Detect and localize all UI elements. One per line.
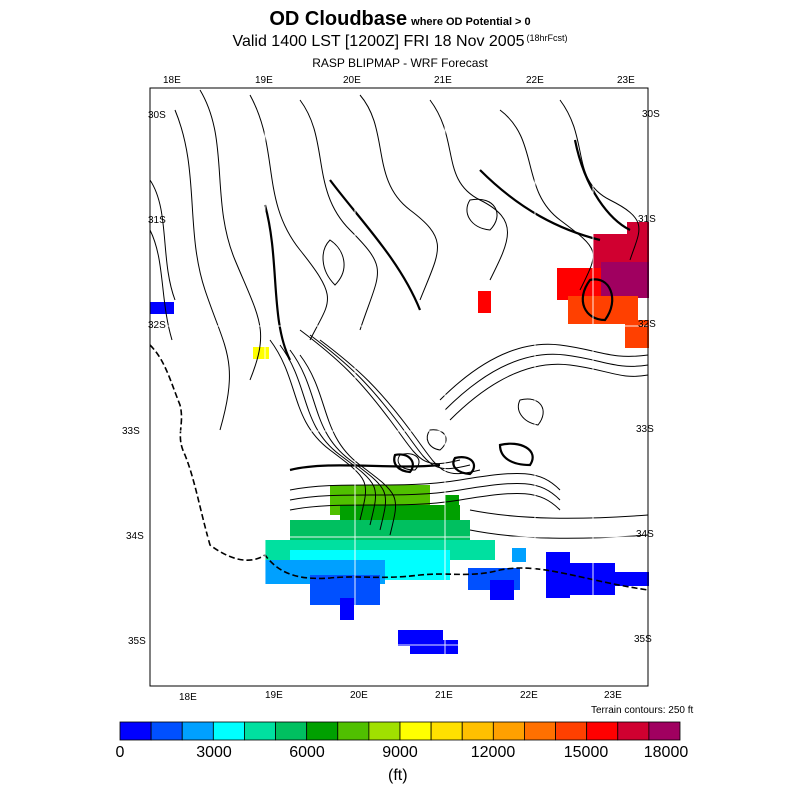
colorbar-tick-label: 12000 bbox=[470, 744, 516, 761]
cloudbase-cell bbox=[490, 580, 514, 600]
valid-time-text: Valid 1400 LST [1200Z] FRI 18 Nov 2005 bbox=[232, 33, 525, 50]
cloudbase-cell bbox=[546, 552, 570, 598]
colorbar-swatch bbox=[617, 721, 650, 741]
lon-top-label: 20E bbox=[343, 75, 361, 86]
cloudbase-cell bbox=[445, 495, 459, 515]
lon-top-label: 23E bbox=[617, 75, 635, 86]
graticule bbox=[150, 88, 648, 686]
map-frame bbox=[149, 87, 649, 687]
cloudbase-cell bbox=[627, 222, 649, 242]
colorbar-tick-label: 18000 bbox=[643, 744, 689, 761]
colorbar-tick-label: 15000 bbox=[563, 744, 609, 761]
colorbar-swatch bbox=[337, 721, 370, 741]
lon-bottom-label: 21E bbox=[435, 690, 453, 701]
colorbar-swatch bbox=[555, 721, 588, 741]
colorbar-swatch bbox=[306, 721, 339, 741]
colorbar-swatch bbox=[181, 721, 214, 741]
lat-left-label: 33S bbox=[122, 426, 140, 437]
lat-left-label: 34S bbox=[126, 531, 144, 542]
lat-right-label: 35S bbox=[634, 634, 652, 645]
lat-left-label: 35S bbox=[128, 636, 146, 647]
colorbar-tick-label: 0 bbox=[115, 744, 125, 761]
lat-left-label: 32S bbox=[148, 320, 166, 331]
colorbar-swatch bbox=[368, 721, 401, 741]
lat-right-label: 34S bbox=[636, 529, 654, 540]
title-qualifier: where OD Potential > 0 bbox=[411, 16, 531, 28]
cloudbase-cell bbox=[410, 640, 458, 654]
colorbar-swatch bbox=[244, 721, 276, 741]
cloudbase-cell bbox=[478, 291, 491, 313]
colorbar-unit: (ft) bbox=[388, 767, 408, 784]
colorbar-swatch bbox=[461, 721, 494, 741]
colorbar-tick-label: 9000 bbox=[382, 744, 418, 761]
map-title: OD Cloudbase where OD Potential > 0 bbox=[0, 8, 800, 31]
lat-left-label: 30S bbox=[148, 110, 166, 121]
lat-left-label: 31S bbox=[148, 215, 166, 226]
cloudbase-cell bbox=[625, 320, 649, 348]
colorbar-tick-label: 6000 bbox=[289, 744, 325, 761]
cloudbase-cell bbox=[601, 262, 649, 298]
lon-bottom-label: 20E bbox=[350, 690, 368, 701]
lat-right-label: 30S bbox=[642, 109, 660, 120]
colorbar-swatch bbox=[492, 721, 525, 741]
cloudbase-cells bbox=[150, 222, 649, 654]
colorbar bbox=[119, 721, 681, 741]
colorbar-swatch bbox=[119, 721, 152, 741]
colorbar-tick-label: 3000 bbox=[196, 744, 232, 761]
colorbar-swatch bbox=[648, 721, 681, 741]
forecast-tag: (18hrFcst) bbox=[526, 33, 568, 43]
lon-top-label: 21E bbox=[434, 75, 452, 86]
cloudbase-cell bbox=[253, 347, 269, 359]
lon-bottom-label: 18E bbox=[179, 692, 197, 703]
lon-top-label: 18E bbox=[163, 75, 181, 86]
lat-right-label: 32S bbox=[638, 319, 656, 330]
cloudbase-cell bbox=[512, 548, 526, 562]
colorbar-swatch bbox=[430, 721, 463, 741]
lon-bottom-label: 23E bbox=[604, 690, 622, 701]
colorbar-swatch bbox=[150, 721, 183, 741]
lat-right-label: 33S bbox=[636, 424, 654, 435]
cloudbase-cell bbox=[615, 572, 649, 586]
colorbar-swatch bbox=[275, 721, 308, 741]
lon-top-label: 19E bbox=[255, 75, 273, 86]
colorbar-swatch bbox=[586, 721, 619, 741]
cloudbase-cell bbox=[150, 302, 174, 314]
terrain-contours-bold bbox=[263, 139, 631, 476]
cloudbase-cell bbox=[557, 268, 601, 300]
title-main-text: OD Cloudbase bbox=[269, 8, 408, 30]
lon-bottom-label: 19E bbox=[265, 690, 283, 701]
terrain-contour-note: Terrain contours: 250 ft bbox=[591, 705, 694, 716]
colorbar-swatch bbox=[524, 721, 556, 741]
lon-top-label: 22E bbox=[526, 75, 544, 86]
colorbar-swatch bbox=[212, 721, 245, 741]
lat-right-label: 31S bbox=[638, 214, 656, 225]
coastline bbox=[149, 344, 649, 591]
valid-time: Valid 1400 LST [1200Z] FRI 18 Nov 2005 (1… bbox=[0, 33, 800, 51]
map-subtitle: RASP BLIPMAP - WRF Forecast bbox=[312, 56, 488, 70]
cloudbase-cell bbox=[340, 598, 354, 620]
lon-bottom-label: 22E bbox=[520, 690, 538, 701]
colorbar-swatch bbox=[399, 721, 432, 741]
terrain-contours bbox=[149, 89, 649, 539]
